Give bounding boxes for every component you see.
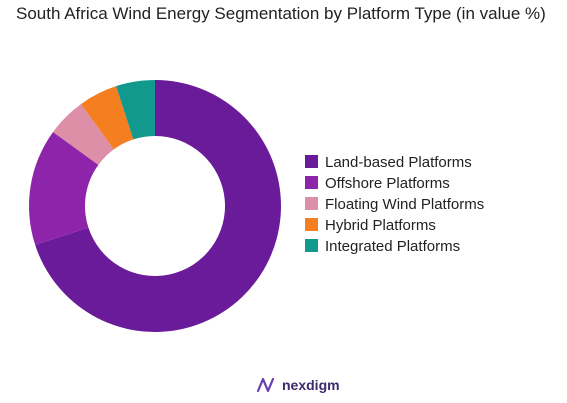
slice-floating-wind-platforms [53,104,114,165]
donut-slices [29,80,282,332]
slice-land-based-platforms [35,80,282,332]
legend-swatch [305,176,318,189]
legend-label: Floating Wind Platforms [325,196,484,213]
legend-label: Hybrid Platforms [325,217,436,234]
legend-label: Integrated Platforms [325,238,460,255]
nexdigm-logo-icon [256,377,275,393]
slice-offshore-platforms [29,131,99,245]
legend-swatch [305,218,318,231]
brand-logo: nexdigm [256,374,340,396]
slice-integrated-platforms [116,80,155,140]
chart-title: South Africa Wind Energy Segmentation by… [16,4,546,23]
brand-name: nexdigm [282,377,340,393]
slice-hybrid-platforms [80,86,134,150]
legend-swatch [305,239,318,252]
legend-swatch [305,197,318,210]
legend-swatch [305,155,318,168]
legend-label: Land-based Platforms [325,154,472,171]
donut-chart: Land-based Platforms Offshore Platforms Fl… [29,80,484,332]
legend-label: Offshore Platforms [325,175,450,192]
legend: Land-based Platforms Offshore Platforms Fl… [305,154,484,255]
